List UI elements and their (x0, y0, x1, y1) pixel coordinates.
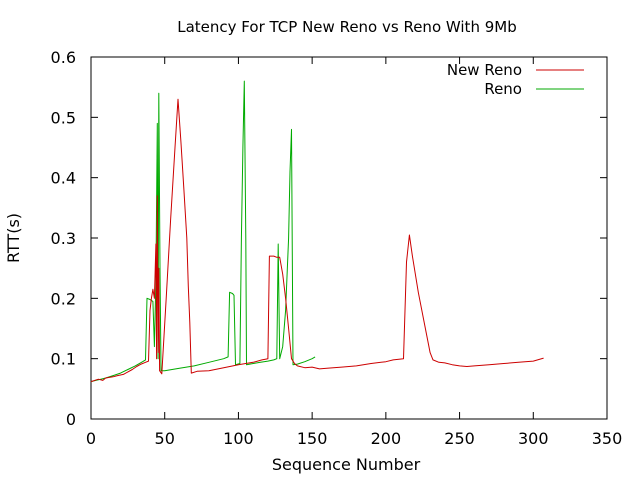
y-tick-label: 0.3 (51, 229, 76, 248)
legend-label: New Reno (447, 61, 522, 79)
y-tick-label: 0.4 (51, 169, 76, 188)
chart-title: Latency For TCP New Reno vs Reno With 9M… (177, 18, 516, 36)
x-tick-label: 50 (155, 429, 175, 448)
y-tick-label: 0 (66, 410, 76, 429)
x-tick-label: 300 (518, 429, 549, 448)
series-line-reno (90, 80, 316, 383)
plot-frame (90, 56, 608, 420)
y-tick-label: 0.6 (51, 48, 76, 67)
x-axis-label: Sequence Number (272, 455, 421, 474)
series-line-new-reno (90, 98, 544, 383)
x-tick-label: 150 (297, 429, 328, 448)
x-tick-label: 350 (592, 429, 623, 448)
y-axis-label: RTT(s) (4, 213, 23, 263)
y-tick-label: 0.5 (51, 108, 76, 127)
y-tick-label: 0.1 (51, 350, 76, 369)
x-tick-label: 200 (371, 429, 402, 448)
x-tick-label: 0 (86, 429, 96, 448)
plot-area: 0 50 100 150 200 250 300 350 0 0.1 0.2 0.3 0.4 0.5 0.6 (51, 48, 623, 448)
legend-label: Reno (484, 80, 522, 98)
x-tick-label: 250 (444, 429, 475, 448)
y-tick-label: 0.2 (51, 289, 76, 308)
x-tick-label: 100 (223, 429, 254, 448)
